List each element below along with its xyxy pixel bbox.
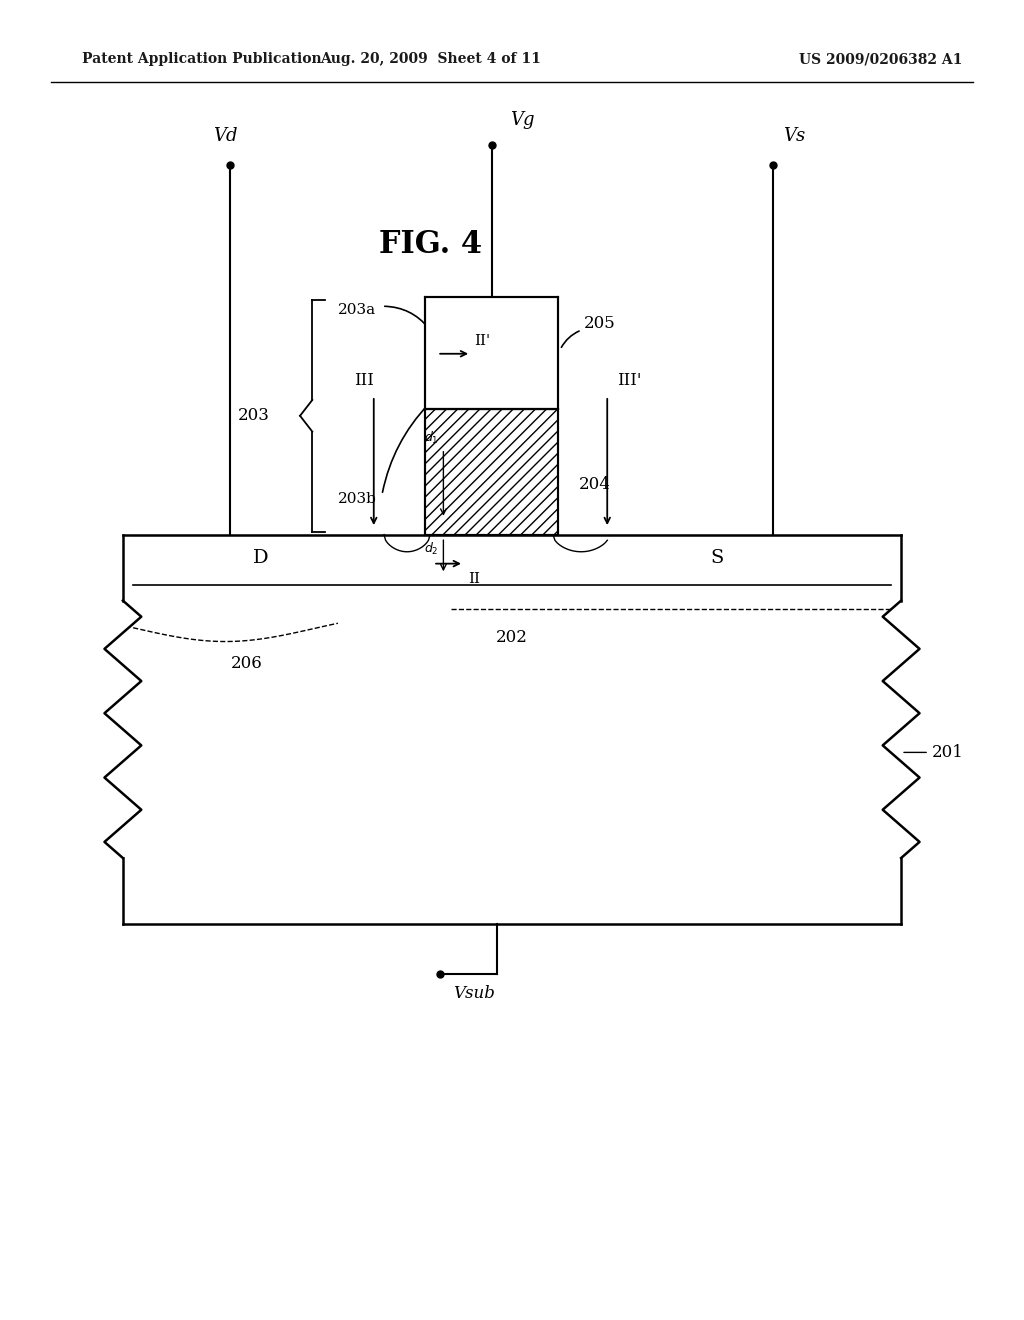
Text: II: II	[468, 572, 480, 586]
Text: $d_2$: $d_2$	[424, 541, 438, 557]
Text: D: D	[253, 549, 269, 568]
Text: 203b: 203b	[338, 492, 377, 506]
Text: Vs: Vs	[783, 127, 806, 145]
Text: III: III	[353, 372, 374, 389]
Text: $d_1$: $d_1$	[424, 430, 438, 446]
Text: Patent Application Publication: Patent Application Publication	[82, 53, 322, 66]
Text: US 2009/0206382 A1: US 2009/0206382 A1	[799, 53, 963, 66]
Text: Aug. 20, 2009  Sheet 4 of 11: Aug. 20, 2009 Sheet 4 of 11	[319, 53, 541, 66]
Text: Vg: Vg	[510, 111, 535, 129]
Bar	[425, 297, 558, 409]
Text: S: S	[711, 549, 723, 568]
Text: 201: 201	[904, 744, 964, 760]
Text: 203: 203	[238, 408, 269, 424]
Text: Vd: Vd	[213, 127, 238, 145]
Text: II': II'	[474, 334, 490, 348]
Text: 204: 204	[579, 477, 610, 492]
Text: Vsub: Vsub	[454, 985, 496, 1002]
Text: 203a: 203a	[338, 304, 376, 317]
Text: 202: 202	[496, 630, 528, 645]
Text: 205: 205	[584, 315, 615, 331]
Bar	[425, 409, 558, 535]
Text: III': III'	[617, 372, 642, 389]
Text: FIG. 4: FIG. 4	[379, 228, 481, 260]
Text: 206: 206	[230, 656, 262, 672]
Bar	[425, 409, 558, 535]
